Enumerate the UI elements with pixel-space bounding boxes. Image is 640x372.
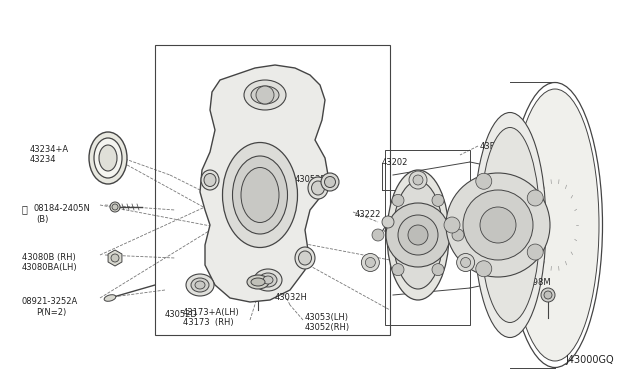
Ellipse shape <box>223 142 298 247</box>
Circle shape <box>461 257 470 267</box>
Text: 43052(RH): 43052(RH) <box>305 323 350 332</box>
Ellipse shape <box>263 276 273 284</box>
Text: 43202: 43202 <box>382 158 408 167</box>
Text: 43173+A(LH): 43173+A(LH) <box>183 308 240 317</box>
Bar <box>385 150 470 325</box>
Circle shape <box>398 215 438 255</box>
Text: 08921-3252A: 08921-3252A <box>22 297 78 306</box>
Ellipse shape <box>387 170 449 300</box>
Ellipse shape <box>195 281 205 289</box>
Text: J43000GQ: J43000GQ <box>565 355 614 365</box>
Circle shape <box>527 244 543 260</box>
Ellipse shape <box>298 251 312 265</box>
Ellipse shape <box>308 177 328 199</box>
Circle shape <box>456 253 475 272</box>
Ellipse shape <box>324 176 335 187</box>
Ellipse shape <box>511 89 599 361</box>
Circle shape <box>382 216 394 228</box>
Ellipse shape <box>201 170 219 190</box>
Ellipse shape <box>312 181 324 195</box>
Ellipse shape <box>104 295 116 301</box>
Text: P(N=2): P(N=2) <box>36 308 67 317</box>
Circle shape <box>111 254 119 262</box>
Ellipse shape <box>186 274 214 296</box>
Text: 44098M: 44098M <box>518 278 552 287</box>
Circle shape <box>392 264 404 276</box>
Text: 43080B (RH): 43080B (RH) <box>22 253 76 262</box>
Text: 43053(LH): 43053(LH) <box>305 313 349 322</box>
Circle shape <box>409 171 427 189</box>
Circle shape <box>476 261 492 277</box>
Text: 43052E: 43052E <box>295 175 326 184</box>
Circle shape <box>256 86 274 104</box>
Ellipse shape <box>474 112 546 337</box>
Ellipse shape <box>89 132 127 184</box>
Text: 43E07: 43E07 <box>480 142 506 151</box>
Circle shape <box>480 207 516 243</box>
Ellipse shape <box>244 80 286 110</box>
Ellipse shape <box>251 86 279 104</box>
Circle shape <box>444 217 460 233</box>
Circle shape <box>463 190 533 260</box>
Ellipse shape <box>191 278 209 292</box>
Ellipse shape <box>232 156 287 234</box>
Circle shape <box>362 253 380 272</box>
Ellipse shape <box>251 278 265 286</box>
Circle shape <box>541 288 555 302</box>
Circle shape <box>544 291 552 299</box>
Ellipse shape <box>254 269 282 291</box>
Ellipse shape <box>204 173 216 186</box>
Polygon shape <box>200 65 328 302</box>
Circle shape <box>413 175 423 185</box>
Ellipse shape <box>393 181 443 289</box>
Circle shape <box>432 194 444 206</box>
Text: 43222: 43222 <box>355 210 381 219</box>
Circle shape <box>365 257 376 267</box>
Text: 43032H: 43032H <box>275 293 308 302</box>
Ellipse shape <box>99 145 117 171</box>
Text: 08184-2405N: 08184-2405N <box>34 204 91 213</box>
Polygon shape <box>108 250 122 266</box>
Ellipse shape <box>247 275 269 289</box>
Ellipse shape <box>241 167 279 222</box>
Text: 43234+A: 43234+A <box>30 145 69 154</box>
Text: 43052D: 43052D <box>165 310 198 319</box>
Text: 43234: 43234 <box>30 155 56 164</box>
Text: 43080BA(LH): 43080BA(LH) <box>22 263 77 272</box>
Text: (B): (B) <box>36 215 49 224</box>
Circle shape <box>432 264 444 276</box>
Ellipse shape <box>321 173 339 191</box>
Circle shape <box>110 202 120 212</box>
Circle shape <box>476 173 492 189</box>
Ellipse shape <box>259 273 277 287</box>
Circle shape <box>408 225 428 245</box>
Ellipse shape <box>480 128 540 323</box>
Text: Ⓑ: Ⓑ <box>22 204 28 214</box>
Circle shape <box>372 229 384 241</box>
Circle shape <box>446 173 550 277</box>
Circle shape <box>527 190 543 206</box>
Bar <box>155 45 390 335</box>
Circle shape <box>386 203 450 267</box>
Ellipse shape <box>94 138 122 178</box>
Ellipse shape <box>295 247 315 269</box>
Circle shape <box>392 194 404 206</box>
Text: 43173  (RH): 43173 (RH) <box>183 318 234 327</box>
Circle shape <box>112 204 118 210</box>
Circle shape <box>452 229 464 241</box>
